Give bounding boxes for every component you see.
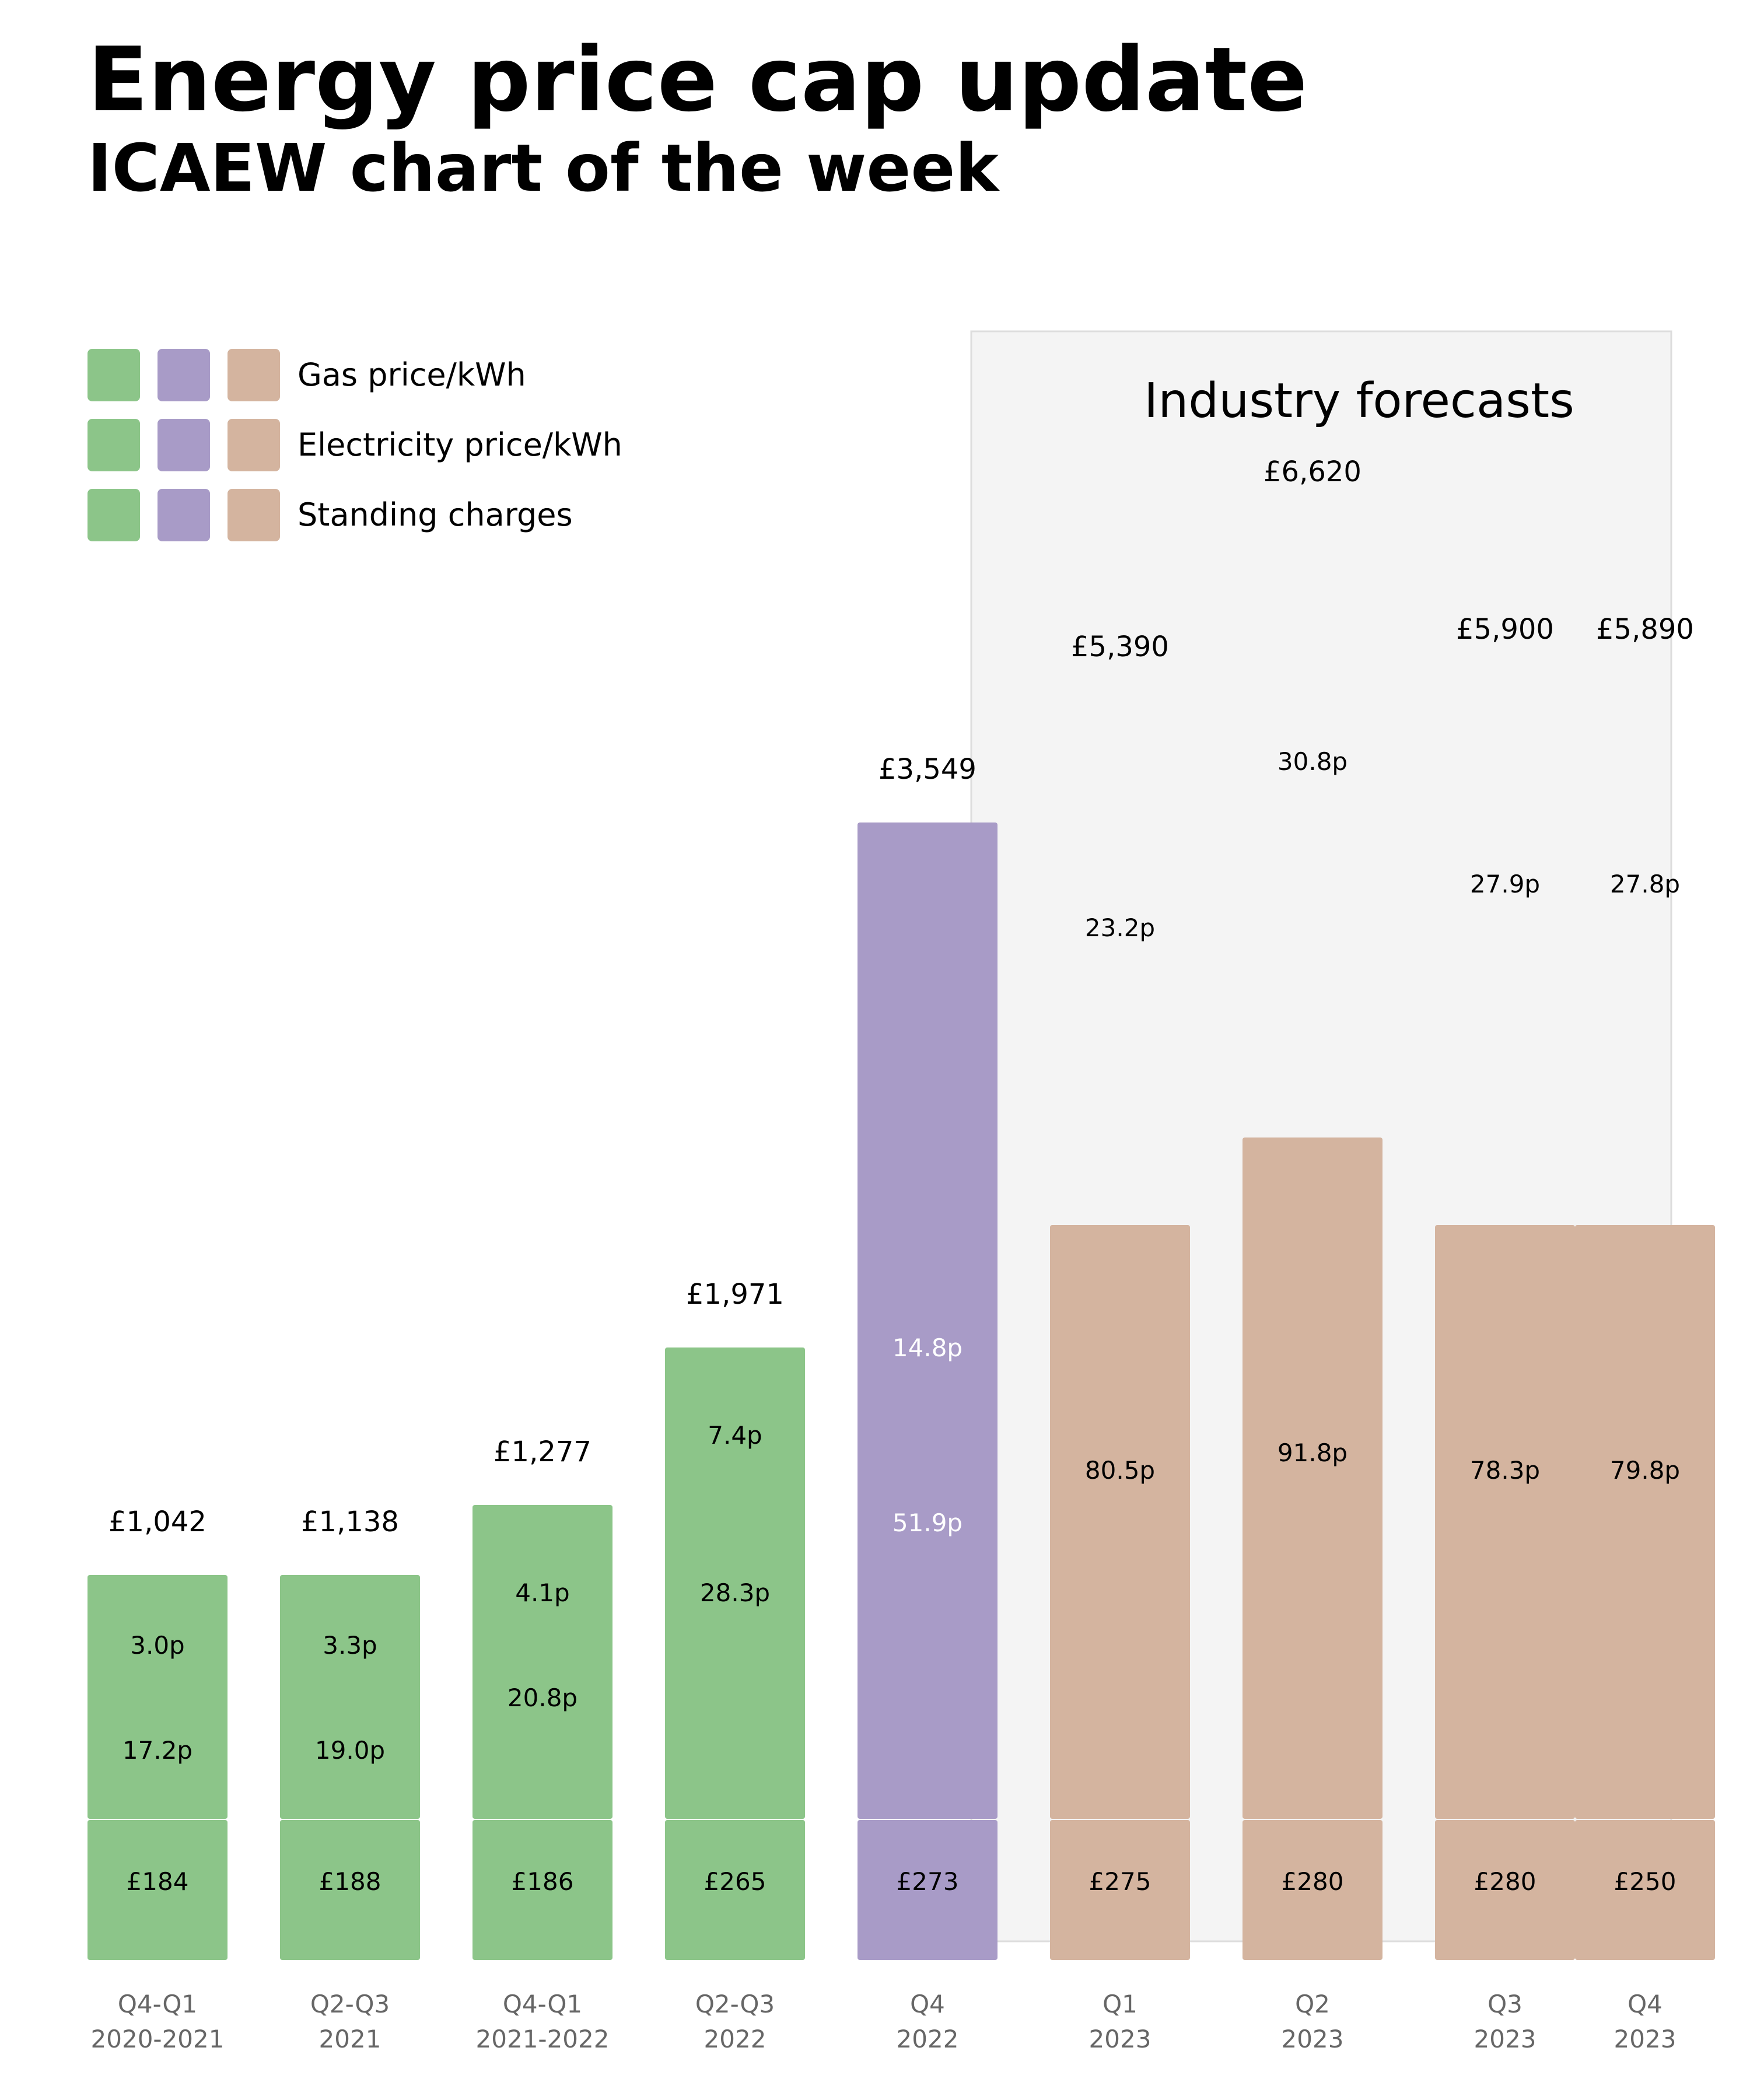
bar-standing-charge [1050, 1820, 1190, 1960]
bar-standing-charge-label: £188 [319, 1867, 382, 1896]
legend-swatch [158, 419, 210, 471]
x-tick-label: 2023 [1614, 2025, 1676, 2053]
legend-swatch [228, 489, 280, 541]
bar-standing-charge [473, 1820, 612, 1960]
bar-price-block [858, 822, 998, 1819]
x-tick-label: 2020-2021 [91, 2025, 225, 2053]
legend-label: Gas price/kWh [298, 356, 526, 393]
bar-standing-charge-label: £186 [512, 1867, 574, 1896]
legend-swatch [88, 419, 140, 471]
x-tick-label: Q3 [1488, 1990, 1522, 2018]
legend-label: Electricity price/kWh [298, 426, 622, 463]
bar-price-block [280, 1575, 420, 1819]
legend-label: Standing charges [298, 496, 573, 533]
x-tick-label: Q4-Q1 [118, 1990, 197, 2018]
x-tick-label: 2022 [704, 2025, 766, 2053]
bar-total-label: £5,390 [1071, 631, 1169, 663]
bar-price-block [473, 1505, 612, 1819]
bar-standing-charge-label: £275 [1089, 1867, 1152, 1896]
forecast-panel-label: Industry forecasts [1144, 373, 1574, 429]
x-tick-label: Q4 [910, 1990, 945, 2018]
bar-total-label: £6,620 [1264, 456, 1362, 488]
bar-standing-charge-label: £280 [1282, 1867, 1344, 1896]
bar-gas-price-label: 4.1p [515, 1578, 569, 1607]
bar-price-block [1242, 1138, 1382, 1819]
bar-gas-price-label: 3.3p [323, 1631, 377, 1660]
x-tick-label: Q2 [1295, 1990, 1330, 2018]
bar-price-block [88, 1575, 228, 1819]
x-tick-label: 2023 [1282, 2025, 1344, 2053]
legend-swatch [228, 419, 280, 471]
bar-standing-charge-label: £184 [127, 1867, 189, 1896]
bar-standing-charge-label: £265 [704, 1867, 766, 1896]
bar-total-label: £1,042 [108, 1506, 206, 1538]
legend-swatch [158, 349, 210, 401]
bar-gas-price-label: 23.2p [1085, 914, 1155, 942]
bar-electricity-price-label: 17.2p [123, 1736, 192, 1765]
x-tick-label: 2023 [1474, 2025, 1536, 2053]
x-tick-label: 2023 [1089, 2025, 1152, 2053]
x-tick-label: 2021 [319, 2025, 382, 2053]
bar-electricity-price-label: 80.5p [1085, 1456, 1155, 1485]
bar-gas-price-label: 27.9p [1470, 870, 1540, 898]
bar-electricity-price-label: 28.3p [700, 1578, 770, 1607]
bar-gas-price-label: 14.8p [892, 1334, 963, 1362]
bar-total-label: £3,549 [878, 753, 977, 786]
bar-standing-charge [280, 1820, 420, 1960]
x-tick-label: Q2-Q3 [310, 1990, 390, 2018]
bar-electricity-price-label: 51.9p [892, 1508, 963, 1537]
bar-gas-price-label: 3.0p [130, 1631, 184, 1660]
bar-electricity-price-label: 91.8p [1278, 1438, 1348, 1467]
bar-standing-charge [1242, 1820, 1382, 1960]
bar-electricity-price-label: 78.3p [1470, 1456, 1540, 1485]
bar-gas-price-label: 7.4p [708, 1421, 762, 1450]
x-tick-label: Q4 [1628, 1990, 1662, 2018]
x-tick-label: 2021-2022 [476, 2025, 610, 2053]
bar-total-label: £1,277 [494, 1436, 592, 1468]
bar-standing-charge-label: £280 [1474, 1867, 1536, 1896]
bar-standing-charge-label: £250 [1614, 1867, 1676, 1896]
bar-total-label: £5,900 [1456, 613, 1554, 646]
chart-title: Energy price cap update [88, 28, 1308, 131]
legend-swatch [88, 489, 140, 541]
legend-swatch [158, 489, 210, 541]
bar-standing-charge [1575, 1820, 1715, 1960]
legend-swatch [228, 349, 280, 401]
bar-standing-charge [88, 1820, 228, 1960]
bar-gas-price-label: 30.8p [1278, 747, 1348, 776]
bar-electricity-price-label: 19.0p [315, 1736, 385, 1765]
bar-standing-charge [1435, 1820, 1575, 1960]
x-tick-label: Q2-Q3 [695, 1990, 775, 2018]
legend-swatch [88, 349, 140, 401]
bar-standing-charge-label: £273 [897, 1867, 959, 1896]
bar-electricity-price-label: 20.8p [508, 1684, 578, 1712]
bar-standing-charge [858, 1820, 998, 1960]
bar-total-label: £5,890 [1596, 613, 1694, 646]
bar-price-block [1575, 1225, 1715, 1819]
bar-price-block [665, 1348, 805, 1819]
x-tick-label: 2022 [897, 2025, 959, 2053]
bar-total-label: £1,971 [686, 1278, 784, 1311]
x-tick-label: Q1 [1102, 1990, 1138, 2018]
chart-subtitle: ICAEW chart of the week [88, 131, 999, 206]
bar-price-block [1435, 1225, 1575, 1819]
bar-gas-price-label: 27.8p [1610, 870, 1680, 898]
x-tick-label: Q4-Q1 [503, 1990, 582, 2018]
bar-standing-charge [665, 1820, 805, 1960]
bar-price-block [1050, 1225, 1190, 1819]
bar-electricity-price-label: 79.8p [1610, 1456, 1680, 1485]
bar-total-label: £1,138 [301, 1506, 399, 1538]
